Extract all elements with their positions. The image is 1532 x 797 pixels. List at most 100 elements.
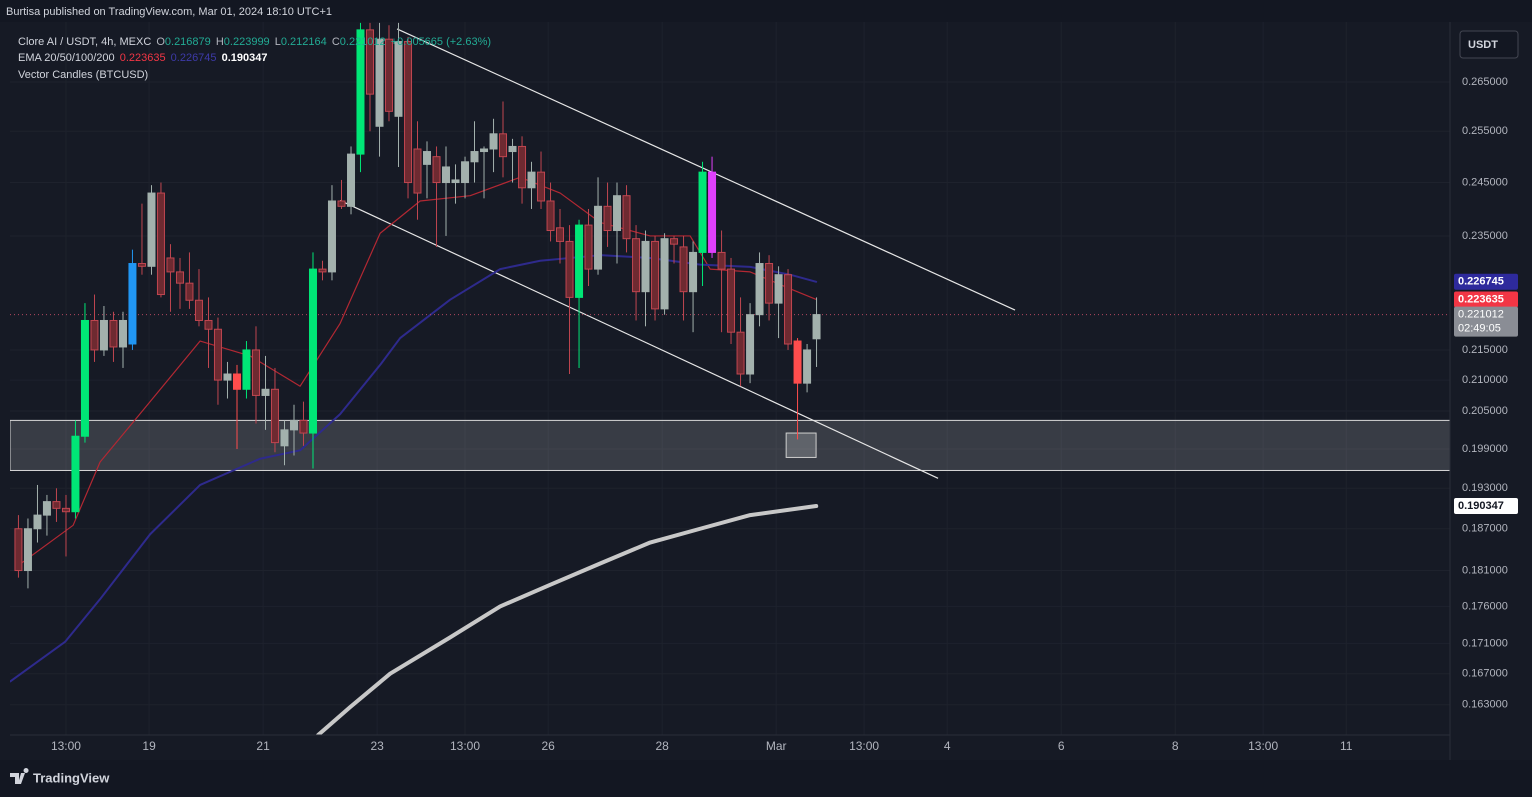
candle-body <box>290 419 299 431</box>
x-tick-label: Mar <box>766 739 787 753</box>
countdown: 02:49:05 <box>1458 323 1501 335</box>
candle-body <box>299 419 308 434</box>
candle-body <box>42 501 51 516</box>
axes: 0.265000 0.255000 0.245000 0.235000 0.215000… <box>51 76 1518 753</box>
candle-body <box>213 328 222 381</box>
footer-bar <box>0 760 1532 797</box>
channel-line <box>339 199 939 479</box>
y-tick-label: 0.265000 <box>1462 76 1508 88</box>
logo-icon <box>10 768 29 784</box>
x-tick-label: 11 <box>1340 739 1353 753</box>
candle-body <box>375 38 384 127</box>
high-value: 0.223999 <box>224 36 270 48</box>
currency-label[interactable]: USDT <box>1468 39 1498 51</box>
candle-body <box>594 205 603 270</box>
candle-body <box>137 263 146 267</box>
close-value: 0.221012 <box>340 36 386 48</box>
candle-body <box>347 153 356 207</box>
candle-body <box>498 133 507 158</box>
candle-body <box>394 41 403 117</box>
candle-body <box>52 501 61 509</box>
candle-body <box>251 349 260 396</box>
candle-body <box>632 238 641 293</box>
ema-value: 0.190347 <box>222 52 268 64</box>
candle-body <box>793 340 802 384</box>
candle-body <box>717 251 726 270</box>
open-value: 0.216879 <box>165 36 211 48</box>
ema-title: EMA 20/50/100/200 <box>18 52 115 64</box>
support-zone <box>10 419 1450 471</box>
candle-body <box>366 29 374 95</box>
candle-body <box>308 268 317 434</box>
y-tick-label: 0.245000 <box>1462 176 1508 188</box>
candle-body <box>233 373 242 390</box>
ema-tag <box>1454 291 1518 308</box>
candle-body <box>14 528 23 572</box>
candle-body <box>166 257 175 273</box>
y-tick-label: 0.255000 <box>1462 125 1508 137</box>
x-tick-label: 28 <box>655 739 669 753</box>
y-tick-label: 0.193000 <box>1462 482 1508 494</box>
candle-body <box>689 251 698 293</box>
candle-body <box>451 179 460 184</box>
y-tick-label: 0.199000 <box>1462 443 1508 455</box>
y-tick-label: 0.163000 <box>1462 699 1508 711</box>
candle-body <box>461 161 470 184</box>
candle-body <box>280 429 289 447</box>
candle-body <box>337 200 346 207</box>
candle-body <box>194 299 203 321</box>
candle-body <box>698 171 707 253</box>
price-tag-label: 0.221012 <box>1458 309 1504 321</box>
symbol: Clore AI / USDT, 4h, MEXC <box>18 36 151 48</box>
candle-body <box>223 373 232 381</box>
ohlc-label: O <box>156 36 165 48</box>
candle-body <box>185 282 194 301</box>
candle-body <box>613 195 622 232</box>
legend-main: Clore AI / USDT, 4h, MEXC O0.216879 H0.2… <box>18 36 491 48</box>
highlight-box <box>785 432 817 458</box>
legend-ema: EMA 20/50/100/200 0.223635 0.226745 0.19… <box>18 52 268 64</box>
x-tick-label: 13:00 <box>849 739 879 753</box>
candle-body <box>99 319 108 351</box>
candle-body <box>508 145 517 153</box>
candle-body <box>318 268 327 273</box>
x-tick-label: 26 <box>541 739 555 753</box>
ema-tag <box>1454 273 1518 290</box>
candle-body <box>803 349 812 384</box>
candle-body <box>603 205 612 232</box>
candle-body <box>736 331 745 375</box>
y-tick-label: 0.235000 <box>1462 230 1508 242</box>
grid <box>10 22 1450 735</box>
candle-body <box>812 314 821 340</box>
y-tick-label: 0.205000 <box>1462 405 1508 417</box>
currency-button[interactable] <box>1459 30 1519 59</box>
candle-body <box>518 145 527 189</box>
y-tick-label: 0.167000 <box>1462 668 1508 680</box>
price-tag <box>1454 306 1518 337</box>
ema-tag <box>1454 498 1518 515</box>
ema-tag-label: 0.226745 <box>1458 276 1504 288</box>
x-tick-label: 6 <box>1058 739 1065 753</box>
plot <box>10 22 1450 735</box>
ohlc-label: L <box>275 36 281 48</box>
candle-body <box>384 38 393 112</box>
x-tick-label: 13:00 <box>51 739 81 753</box>
ema-line <box>10 254 818 683</box>
candle-body <box>480 148 489 153</box>
candle-body <box>679 246 688 293</box>
header-bar <box>0 0 1532 22</box>
y-tick-label: 0.215000 <box>1462 344 1508 356</box>
y-tick-label: 0.210000 <box>1462 374 1508 386</box>
candle-body <box>61 507 70 513</box>
candle-body <box>537 171 546 202</box>
candle-body <box>80 319 89 437</box>
candle-body <box>527 171 536 189</box>
ema-tag-label: 0.223635 <box>1458 293 1504 305</box>
x-tick-label: 23 <box>370 739 384 753</box>
candle-body <box>641 240 650 293</box>
candle-body <box>575 224 584 298</box>
candle-body <box>128 263 137 345</box>
candle-body <box>242 349 251 390</box>
x-tick-label: 4 <box>944 739 951 753</box>
